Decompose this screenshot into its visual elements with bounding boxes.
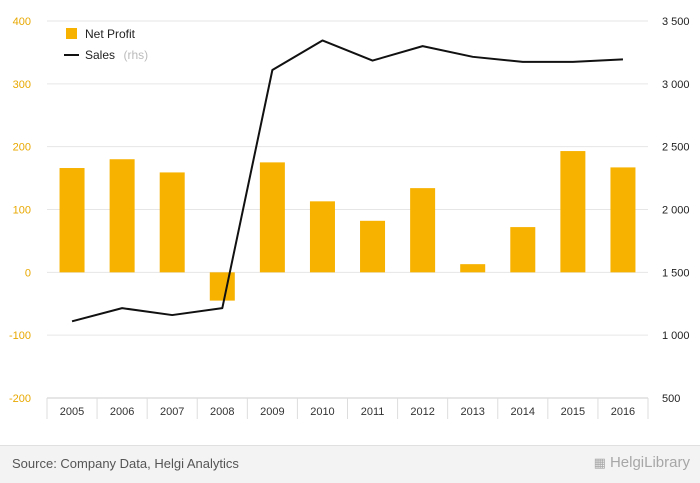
left-axis-tick-label: 0 — [25, 267, 31, 279]
net-profit-bar — [610, 167, 636, 273]
net-profit-bar — [209, 272, 235, 301]
x-axis-tick-label: 2013 — [460, 406, 484, 418]
legend-net-profit-swatch — [66, 28, 77, 39]
legend-sales-text: Sales (rhs) — [85, 46, 148, 63]
source-note: Source: Company Data, Helgi Analytics — [12, 456, 239, 471]
x-axis-tick-label: 2014 — [511, 406, 535, 418]
x-axis-tick-label: 2015 — [561, 406, 585, 418]
library-icon: ▦ — [593, 455, 606, 470]
axes: 400 300 200 100 0 -100 -200 3 500 3 000 2 500 2 00… — [9, 16, 690, 419]
net-profit-bar — [410, 188, 436, 273]
right-axis-tick-label: 500 — [662, 393, 680, 405]
right-axis-tick-label: 3 500 — [662, 16, 690, 28]
net-profit-bars — [59, 151, 636, 301]
combo-chart: 400 300 200 100 0 -100 -200 3 500 3 000 2 500 2 00… — [9, 16, 690, 419]
net-profit-bar — [360, 220, 386, 273]
net-profit-bar — [159, 172, 185, 273]
x-axis-tick-label: 2007 — [160, 406, 184, 418]
gridlines — [47, 20, 648, 399]
sales-line-layer — [71, 39, 624, 323]
x-axis-tick-label: 2005 — [60, 406, 84, 418]
brand-name: HelgiLibrary — [609, 454, 690, 471]
net-profit-bar — [59, 168, 85, 273]
net-profit-bar — [309, 201, 335, 273]
legend-sales-rhs: (rhs) — [123, 48, 148, 62]
left-axis-tick-label: -100 — [9, 330, 31, 342]
left-axis-tick-label: 200 — [13, 142, 31, 154]
x-axis-tick-label: 2011 — [361, 406, 385, 418]
left-axis-tick-label: 100 — [13, 205, 31, 217]
legend-sales-label: Sales — [85, 48, 115, 62]
footer: Source: Company Data, Helgi Analytics ▦ H… — [0, 445, 700, 483]
right-axis-tick-label: 2 000 — [662, 205, 690, 217]
x-axis-tick-label: 2008 — [210, 406, 234, 418]
net-profit-bar — [460, 264, 486, 273]
x-axis-tick-label: 2006 — [110, 406, 134, 418]
right-axis-tick-label: 1 000 — [662, 330, 690, 342]
left-axis-tick-label: -200 — [9, 393, 31, 405]
right-axis-tick-label: 2 500 — [662, 142, 690, 154]
net-profit-bar — [560, 151, 586, 273]
x-axis-tick-label: 2016 — [611, 406, 635, 418]
x-axis-tick-label: 2009 — [260, 406, 284, 418]
right-axis-tick-label: 1 500 — [662, 267, 690, 279]
sales-line — [71, 39, 624, 323]
net-profit-bar — [510, 227, 536, 273]
right-axis-tick-label: 3 000 — [662, 79, 690, 91]
brand-logo[interactable]: ▦ HelgiLibrary — [594, 454, 690, 471]
x-axis-tick-label: 2012 — [410, 406, 434, 418]
legend-net-profit-label: Net Profit — [85, 27, 136, 41]
net-profit-bar — [259, 162, 285, 273]
left-axis-tick-label: 300 — [13, 79, 31, 91]
x-axis-tick-label: 2010 — [310, 406, 334, 418]
left-axis-tick-label: 400 — [13, 16, 31, 28]
legend: Net Profit Sales (rhs) — [64, 27, 148, 63]
net-profit-bar — [109, 159, 135, 273]
